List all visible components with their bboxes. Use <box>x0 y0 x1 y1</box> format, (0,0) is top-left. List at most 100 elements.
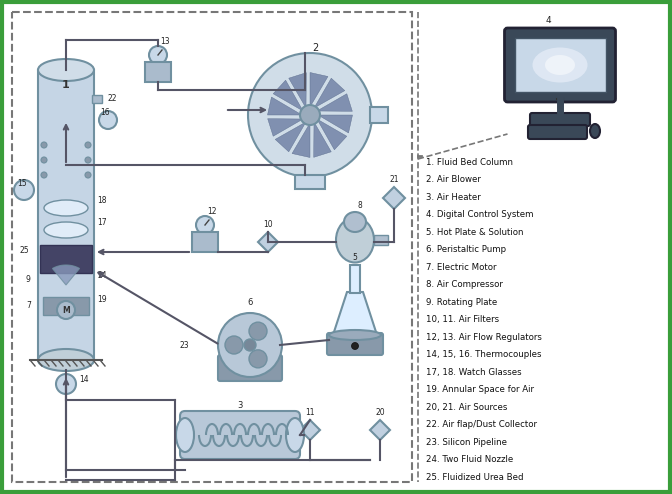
FancyBboxPatch shape <box>327 333 383 355</box>
Text: 22. Air flap/Dust Collector: 22. Air flap/Dust Collector <box>426 420 537 429</box>
Circle shape <box>56 374 76 394</box>
Circle shape <box>85 157 91 163</box>
Circle shape <box>225 336 243 354</box>
Circle shape <box>57 301 75 319</box>
Text: 5. Hot Plate & Solution: 5. Hot Plate & Solution <box>426 228 523 237</box>
Ellipse shape <box>545 55 575 75</box>
Bar <box>374 235 388 245</box>
Circle shape <box>85 142 91 148</box>
Text: 17: 17 <box>97 218 107 227</box>
Text: 3: 3 <box>237 401 243 410</box>
Ellipse shape <box>38 349 94 371</box>
Text: 1: 1 <box>62 80 70 90</box>
FancyBboxPatch shape <box>528 125 587 139</box>
Bar <box>370 107 388 123</box>
Text: 5: 5 <box>353 253 358 262</box>
Polygon shape <box>383 187 405 209</box>
Bar <box>192 232 218 252</box>
Text: 3. Air Heater: 3. Air Heater <box>426 193 480 202</box>
Ellipse shape <box>286 418 304 452</box>
Text: 1. Fluid Bed Column: 1. Fluid Bed Column <box>426 158 513 166</box>
Circle shape <box>218 313 282 377</box>
Circle shape <box>244 339 256 351</box>
Bar <box>43 297 89 315</box>
Polygon shape <box>267 119 303 136</box>
Text: 10: 10 <box>263 220 273 229</box>
Text: 12, 13. Air Flow Regulators: 12, 13. Air Flow Regulators <box>426 332 542 341</box>
Text: 2. Air Blower: 2. Air Blower <box>426 175 481 184</box>
Text: 22: 22 <box>108 93 118 102</box>
Bar <box>145 62 171 82</box>
Wedge shape <box>248 53 372 177</box>
Text: 8: 8 <box>358 201 362 210</box>
Text: 23: 23 <box>180 341 190 350</box>
Polygon shape <box>314 78 345 108</box>
Text: 13: 13 <box>160 37 169 46</box>
Circle shape <box>149 46 167 64</box>
Text: 16: 16 <box>100 108 110 117</box>
Text: 4. Digital Control System: 4. Digital Control System <box>426 210 534 219</box>
Text: 24: 24 <box>97 271 107 280</box>
Bar <box>38 70 94 360</box>
Text: 14: 14 <box>79 375 89 384</box>
Ellipse shape <box>344 212 366 232</box>
Polygon shape <box>310 73 328 107</box>
FancyBboxPatch shape <box>180 411 300 459</box>
Text: 12: 12 <box>207 207 216 216</box>
Ellipse shape <box>329 330 381 340</box>
Text: 15: 15 <box>17 179 27 188</box>
Polygon shape <box>370 420 390 440</box>
Text: 17, 18. Watch Glasses: 17, 18. Watch Glasses <box>426 368 521 376</box>
Polygon shape <box>317 119 347 150</box>
FancyBboxPatch shape <box>530 113 590 126</box>
Text: 6. Peristaltic Pump: 6. Peristaltic Pump <box>426 245 506 254</box>
Circle shape <box>99 111 117 129</box>
Bar <box>40 245 92 273</box>
Bar <box>515 38 605 92</box>
Text: 9: 9 <box>26 275 31 284</box>
Ellipse shape <box>336 217 374 262</box>
Bar <box>12 12 412 482</box>
Text: 20, 21. Air Sources: 20, 21. Air Sources <box>426 403 507 412</box>
Text: 24. Two Fluid Nozzle: 24. Two Fluid Nozzle <box>426 455 513 464</box>
Bar <box>295 175 325 189</box>
Circle shape <box>41 157 47 163</box>
Polygon shape <box>318 115 353 133</box>
Text: 23. Silicon Pipeline: 23. Silicon Pipeline <box>426 438 507 447</box>
Text: 21: 21 <box>389 175 398 184</box>
Polygon shape <box>274 80 303 111</box>
Circle shape <box>351 342 358 349</box>
Text: 4: 4 <box>545 16 551 25</box>
Ellipse shape <box>590 124 600 138</box>
Polygon shape <box>333 292 377 335</box>
FancyBboxPatch shape <box>218 355 282 381</box>
Ellipse shape <box>44 222 88 238</box>
Text: 25: 25 <box>20 246 30 255</box>
Text: 20: 20 <box>375 408 385 417</box>
Text: 10, 11. Air Filters: 10, 11. Air Filters <box>426 315 499 324</box>
Ellipse shape <box>176 418 194 452</box>
Ellipse shape <box>44 200 88 216</box>
Polygon shape <box>292 123 310 158</box>
Circle shape <box>41 142 47 148</box>
Circle shape <box>300 105 320 125</box>
Text: 14, 15, 16. Thermocouples: 14, 15, 16. Thermocouples <box>426 350 542 359</box>
Text: 11: 11 <box>305 408 314 417</box>
Text: M: M <box>62 305 70 315</box>
Polygon shape <box>267 97 302 115</box>
Ellipse shape <box>38 59 94 81</box>
Text: 2: 2 <box>312 43 318 53</box>
Circle shape <box>85 172 91 178</box>
FancyBboxPatch shape <box>505 28 616 102</box>
Bar <box>350 265 360 293</box>
Text: 18: 18 <box>97 196 106 205</box>
Text: 19. Annular Space for Air: 19. Annular Space for Air <box>426 385 534 394</box>
Circle shape <box>249 350 267 368</box>
Circle shape <box>249 322 267 340</box>
Circle shape <box>41 172 47 178</box>
Bar <box>92 95 102 103</box>
Polygon shape <box>314 122 331 157</box>
Polygon shape <box>289 73 306 108</box>
Text: 6: 6 <box>247 298 253 307</box>
Text: 7: 7 <box>26 301 31 310</box>
